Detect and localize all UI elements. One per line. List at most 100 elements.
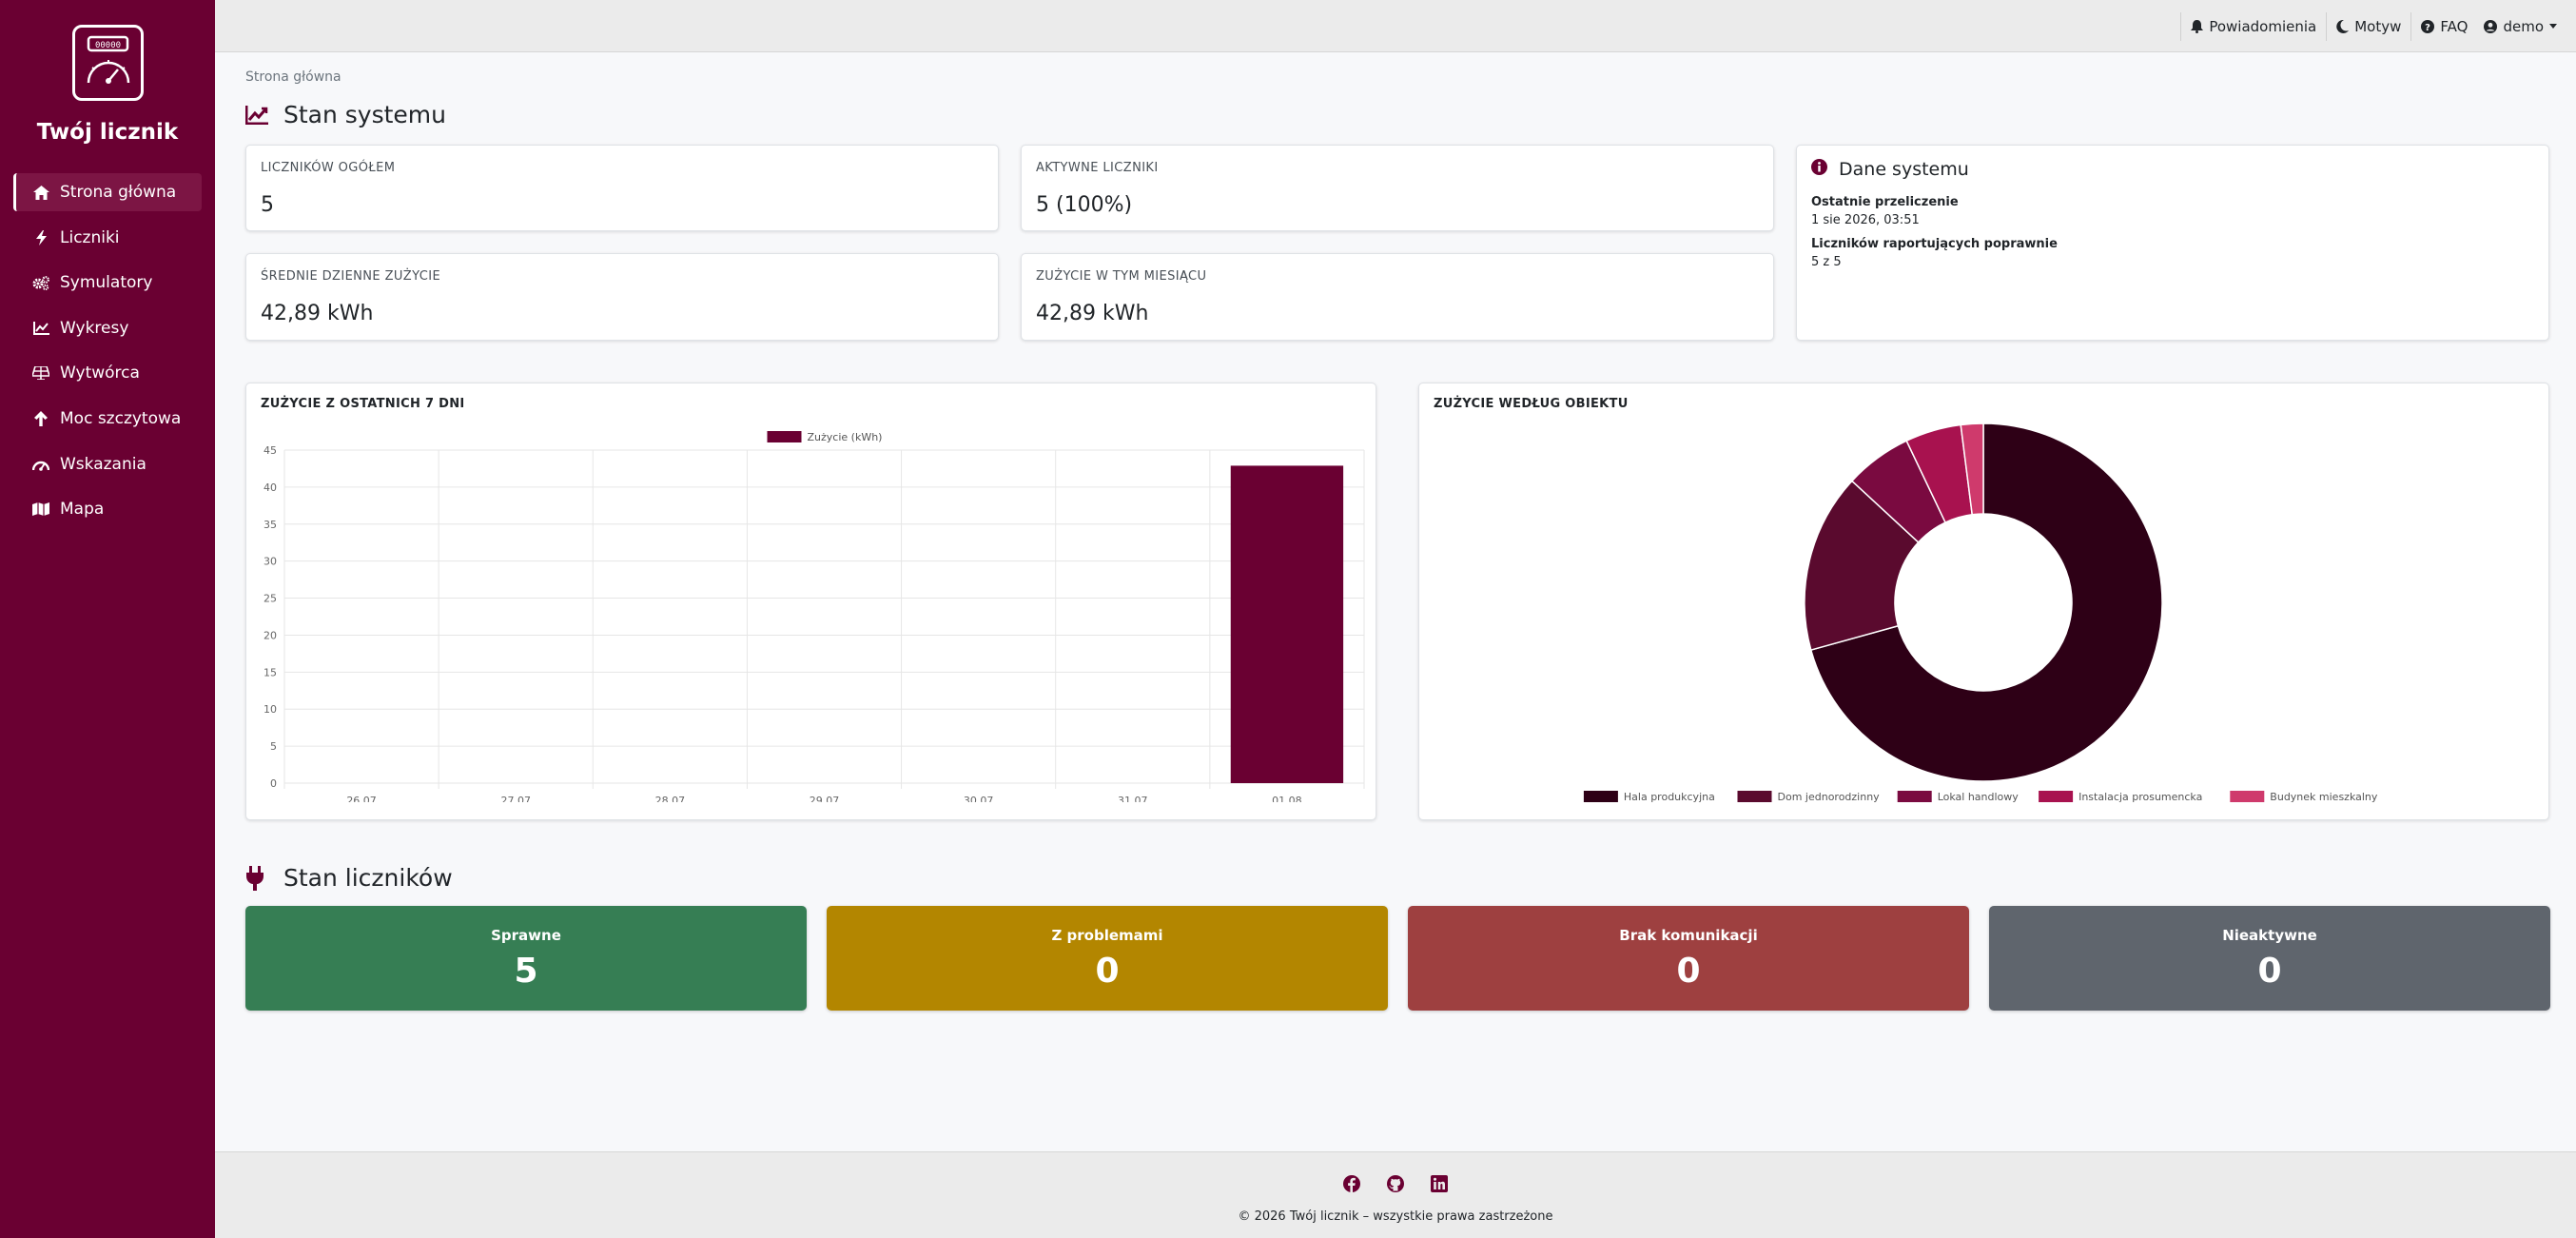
sidebar-item-producer[interactable]: Wytwórca: [13, 354, 202, 392]
status-count: 0: [1676, 952, 1701, 991]
monthly-usage-card: ZUŻYCIE W TYM MIESIĄCU 42,89 kWh: [1021, 253, 1774, 341]
legend-swatch: [2230, 791, 2265, 802]
section-title-text: Stan systemu: [283, 101, 447, 128]
sidebar-item-map[interactable]: Mapa: [13, 490, 202, 528]
map-icon: [32, 501, 49, 518]
weekly-usage-chart-card: ZUŻYCIE Z OSTATNICH 7 DNI Zużycie (kWh) 0…: [245, 383, 1376, 820]
stat-value: 42,89 kWh: [261, 302, 374, 325]
footer: © 2026 Twój licznik – wszystkie prawa za…: [215, 1151, 2576, 1238]
logo-counter: 00000: [95, 41, 121, 50]
status-card-inactive[interactable]: Nieaktywne 0: [1989, 906, 2550, 1011]
donut-chart: Hala produkcyjna Dom jednorodzinny Lokal h…: [1583, 422, 2378, 803]
solar-panel-icon: [32, 364, 49, 382]
y-tick-label: 30: [263, 556, 277, 568]
notifications-button[interactable]: Powiadomienia: [2191, 18, 2316, 35]
faq-button[interactable]: ? FAQ: [2421, 18, 2468, 35]
topbar: Powiadomienia Motyw ? FAQ demo: [215, 0, 2576, 52]
sidebar-item-label: Strona główna: [60, 183, 177, 202]
x-tick-label: 29.07: [810, 795, 840, 802]
last-recalc-label: Ostatnie przeliczenie: [1811, 195, 1959, 209]
topbar-actions: Powiadomienia Motyw ? FAQ demo: [2171, 0, 2557, 52]
active-meters-card: AKTYWNE LICZNIKI 5 (100%): [1021, 145, 1774, 231]
faq-label: FAQ: [2440, 17, 2469, 35]
chart-title: ZUŻYCIE Z OSTATNICH 7 DNI: [261, 397, 465, 411]
donut-slice[interactable]: [1809, 422, 2163, 782]
divider: [2326, 11, 2328, 41]
status-count: 0: [2257, 952, 2282, 991]
legend-label[interactable]: Lokal handlowy: [1938, 791, 2020, 803]
reporting-label: Liczników raportujących poprawnie: [1811, 237, 2058, 251]
sidebar-item-label: Wykresy: [60, 318, 129, 338]
linkedin-icon[interactable]: [1431, 1175, 1448, 1192]
arrow-up-icon: [32, 410, 49, 427]
sidebar-item-label: Symulatory: [60, 273, 153, 293]
status-label: Sprawne: [491, 927, 561, 944]
user-name: demo: [2503, 17, 2544, 35]
chart-title: ZUŻYCIE WEDŁUG OBIEKTU: [1434, 397, 1629, 411]
status-card-problems[interactable]: Z problemami 0: [827, 906, 1388, 1011]
sidebar-item-readings[interactable]: Wskazania: [13, 445, 202, 483]
user-circle-icon: [2484, 19, 2498, 33]
sidebar-item-meters[interactable]: Liczniki: [13, 219, 202, 257]
legend-label[interactable]: Budynek mieszkalny: [2270, 791, 2378, 803]
meter-logo-icon[interactable]: 00000: [72, 25, 144, 101]
legend-label[interactable]: Instalacja prosumencka: [2078, 791, 2202, 803]
y-tick-label: 45: [263, 444, 277, 457]
status-card-ok[interactable]: Sprawne 5: [245, 906, 807, 1011]
bell-icon: [2191, 19, 2204, 33]
notifications-label: Powiadomienia: [2209, 17, 2317, 35]
stat-value: 5 (100%): [1036, 193, 1133, 217]
sidebar-item-label: Wytwórca: [60, 364, 140, 383]
cogs-icon: [32, 274, 49, 291]
daily-usage-card: ŚREDNIE DZIENNE ZUŻYCIE 42,89 kWh: [245, 253, 999, 341]
stat-value: 5: [261, 193, 274, 217]
status-card-no-communication[interactable]: Brak komunikacji 0: [1408, 906, 1969, 1011]
plug-icon: [245, 865, 270, 891]
sidebar-item-label: Mapa: [60, 500, 105, 520]
sidebar-nav: Strona główna Liczniki Symulatory Wykres…: [13, 173, 202, 536]
bar[interactable]: [1230, 465, 1344, 783]
social-links: [215, 1175, 2576, 1192]
chart-line-icon: [244, 103, 270, 128]
sidebar-item-charts[interactable]: Wykresy: [13, 309, 202, 347]
brand-name[interactable]: Twój licznik: [36, 120, 179, 145]
y-tick-label: 5: [270, 740, 277, 753]
legend-label: Zużycie (kWh): [808, 431, 883, 443]
section-title-text: Stan liczników: [283, 864, 453, 892]
x-tick-label: 28.07: [655, 795, 686, 802]
divider: [2180, 11, 2182, 41]
legend-swatch: [767, 431, 802, 442]
y-tick-label: 15: [263, 666, 277, 678]
breadcrumb[interactable]: Strona główna: [245, 69, 342, 85]
legend-label[interactable]: Hala produkcyjna: [1624, 791, 1715, 803]
home-icon: [32, 184, 49, 201]
x-tick-label: 31.07: [1118, 795, 1148, 802]
gauge-icon: [32, 456, 49, 473]
status-label: Brak komunikacji: [1619, 927, 1758, 944]
donut-slice[interactable]: [1960, 422, 1984, 516]
system-data-title: Dane systemu: [1811, 159, 1969, 180]
sidebar: 00000 Twój licznik Strona główna Licznik…: [0, 0, 215, 1238]
y-tick-label: 40: [263, 481, 277, 494]
y-tick-label: 10: [263, 703, 277, 716]
sidebar-item-label: Liczniki: [60, 227, 120, 247]
reporting-value: 5 z 5: [1811, 255, 1842, 269]
stat-label: ZUŻYCIE W TYM MIESIĄCU: [1036, 269, 1207, 284]
system-data-card: Dane systemu Ostatnie przeliczenie 1 sie…: [1796, 145, 2549, 341]
facebook-icon[interactable]: [1343, 1175, 1360, 1192]
theme-button[interactable]: Motyw: [2336, 18, 2401, 35]
github-icon[interactable]: [1387, 1175, 1404, 1192]
x-tick-label: 27.07: [500, 795, 531, 802]
user-menu[interactable]: demo: [2484, 18, 2557, 35]
legend-label[interactable]: Dom jednorodzinny: [1778, 791, 1881, 803]
last-recalc-value: 1 sie 2026, 03:51: [1811, 213, 1920, 227]
legend-swatch: [1897, 791, 1932, 802]
sidebar-item-home[interactable]: Strona główna: [13, 173, 202, 211]
total-meters-card: LICZNIKÓW OGÓŁEM 5: [245, 145, 999, 231]
y-tick-label: 35: [263, 519, 277, 531]
donut-slice[interactable]: [1804, 480, 1920, 652]
sidebar-item-peak-power[interactable]: Moc szczytowa: [13, 400, 202, 438]
bar-chart: Zużycie (kWh) 0 5 10 15 20 25 30 35 40 45 26.07 27.0…: [263, 431, 1365, 802]
x-tick-label: 30.07: [964, 795, 993, 802]
sidebar-item-simulators[interactable]: Symulatory: [13, 264, 202, 302]
